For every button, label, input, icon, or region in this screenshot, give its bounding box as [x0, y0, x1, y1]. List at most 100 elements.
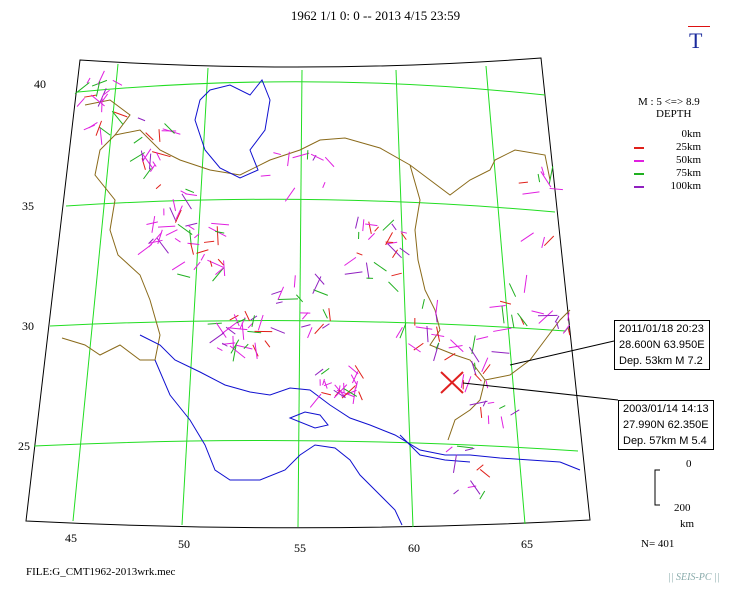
watermark: || SEIS-PC ||: [668, 572, 720, 583]
mechanism-tick: [374, 226, 379, 232]
mechanism-tick: [520, 232, 534, 242]
mechanism-tick: [365, 262, 370, 279]
mechanism-tick: [395, 327, 403, 338]
mechanism-tick: [523, 274, 528, 293]
mechanism-tick: [388, 281, 399, 293]
mechanism-tick: [227, 327, 248, 331]
mechanism-tick: [538, 310, 554, 324]
mechanism-tick: [323, 382, 332, 387]
mechanism-tick: [431, 333, 445, 338]
mechanism-tick: [391, 223, 397, 231]
page-title: 1962 1/1 0: 0 -- 2013 4/15 23:59: [290, 8, 461, 23]
mechanism-tick: [400, 231, 408, 234]
mechanism-tick: [452, 454, 457, 473]
mechanism-tick: [185, 193, 198, 196]
mechanism-tick: [145, 132, 154, 141]
legend-label: 100km: [670, 180, 701, 192]
mechanism-tick: [86, 77, 91, 84]
lat-label-35: 35: [22, 199, 34, 213]
mechanism-tick: [172, 199, 177, 212]
mechanism-tick: [165, 229, 178, 236]
mechanism-tick: [101, 96, 103, 113]
mechanism-tick: [284, 187, 296, 202]
mechanism-tick: [470, 480, 481, 495]
mechanism-tick: [84, 94, 97, 98]
mechanism-tick: [175, 205, 183, 220]
mechanism-tick: [193, 261, 201, 271]
mechanism-tick: [148, 153, 152, 170]
mechanism-tick: [491, 351, 510, 354]
mechanism-tick: [190, 242, 194, 255]
mechanism-tick: [200, 253, 205, 261]
mechanism-tick: [400, 232, 407, 240]
mechanism-tick: [185, 222, 198, 227]
mechanism-tick: [151, 216, 156, 233]
mechanism-tick: [328, 308, 331, 322]
mechanism-tick: [247, 330, 262, 334]
legend-row-1: 25km: [620, 141, 745, 154]
mechanism-tick: [469, 400, 488, 406]
lon-label-50: 50: [178, 537, 190, 551]
mechanism-tick: [482, 364, 491, 375]
mechanism-tick: [95, 81, 101, 97]
mechanism-tick: [322, 181, 326, 189]
mechanism-tick: [392, 249, 398, 259]
callout-date: 2003/01/14 14:13: [623, 403, 709, 415]
mechanism-tick: [155, 184, 162, 190]
graticule-parallels: [33, 81, 579, 452]
mechanism-tick: [158, 129, 161, 142]
mechanism-tick: [137, 243, 153, 256]
coastlines: [139, 79, 581, 526]
mechanism-tick: [322, 323, 330, 329]
mechanism-tick: [221, 342, 228, 347]
north-mark: T: [689, 28, 703, 53]
mechanism-tick: [216, 226, 219, 246]
mechanism-tick: [174, 237, 181, 243]
mechanism-tick: [355, 380, 358, 389]
mechanism-tick: [278, 298, 299, 301]
legend-row-3: 75km: [620, 167, 745, 180]
legend-swatch: [634, 186, 644, 188]
mechanism-tick: [543, 235, 555, 247]
depth-scale-bar: [654, 469, 660, 506]
mechanism-tick: [500, 416, 504, 429]
mechanism-tick: [133, 136, 143, 144]
mechanism-tick: [476, 464, 484, 471]
legend-label: 75km: [675, 167, 701, 179]
mechanism-tick: [399, 323, 407, 339]
mechanism-tick: [348, 365, 359, 375]
mechanism-tick: [148, 238, 154, 244]
mechanism-tick: [113, 111, 128, 118]
mechanism-tick: [460, 374, 465, 389]
mechanism-tick: [456, 445, 474, 449]
mechanism-tick: [549, 187, 563, 191]
mechanism-tick: [313, 289, 328, 296]
callout-info: Dep. 53km M 7.2: [619, 355, 703, 367]
event-marker-x: [440, 371, 464, 394]
mechanism-tick: [230, 339, 240, 354]
mechanism-tick: [209, 332, 225, 344]
mechanism-tick: [489, 304, 506, 308]
mechanism-tick: [257, 314, 264, 331]
mechanism-tick: [499, 405, 506, 410]
mechanism-tick: [211, 222, 230, 226]
mechanism-tick: [212, 267, 225, 282]
mechanism-tick: [343, 387, 358, 397]
lon-label-55: 55: [294, 541, 306, 555]
mechanism-tick: [260, 174, 271, 177]
mechanism-tick: [301, 324, 311, 328]
mechanism-tick: [185, 188, 195, 194]
mechanism-tick: [233, 314, 240, 327]
mechanism-tick: [207, 322, 222, 325]
mechanism-tick: [307, 327, 313, 339]
lat-label-30: 30: [22, 319, 34, 333]
legend-row-2: 50km: [620, 154, 745, 167]
mechanism-tick: [476, 336, 489, 340]
mechanism-tick: [501, 306, 505, 324]
mechanism-tick: [171, 261, 186, 271]
lon-label-60: 60: [408, 541, 420, 555]
mechanism-tick: [344, 256, 357, 266]
event-callout-2: 2003/01/14 14:13 27.990N 62.350E Dep. 57…: [618, 400, 714, 450]
legend: M : 5 <=> 8.9 DEPTH 0km 25km 50km 75km 1…: [620, 96, 745, 193]
